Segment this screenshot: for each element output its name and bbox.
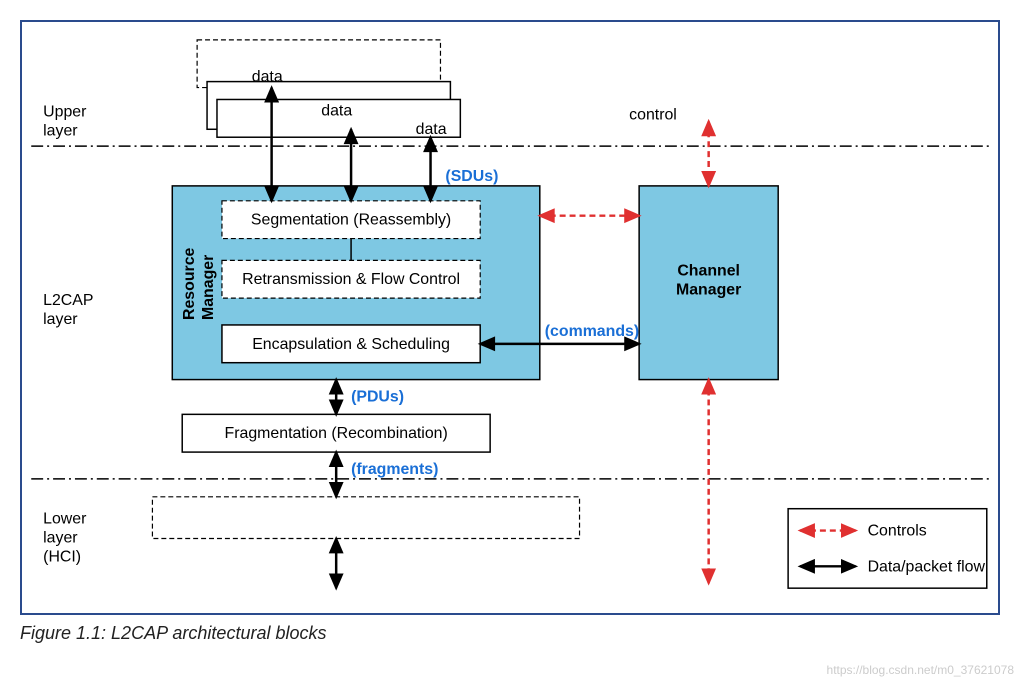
- legend-dataflow-label: Data/packet flow: [868, 558, 986, 575]
- l2cap-layer-label: L2CAPlayer: [43, 292, 93, 328]
- pdus-label: (PDUs): [351, 388, 404, 405]
- diagram-svg: Upperlayer L2CAPlayer Lowerlayer(HCI) da…: [22, 22, 998, 613]
- figure-caption: Figure 1.1: L2CAP architectural blocks: [20, 623, 1004, 644]
- data-label-3: data: [416, 121, 447, 138]
- upper-box-3: [197, 40, 440, 88]
- legend-box: [788, 509, 987, 588]
- segmentation-label: Segmentation (Reassembly): [251, 212, 451, 229]
- control-label: control: [629, 106, 677, 123]
- fragments-label: (fragments): [351, 461, 438, 478]
- legend-controls-label: Controls: [868, 523, 927, 540]
- retransmission-label: Retransmission & Flow Control: [242, 271, 460, 288]
- data-label-1: data: [252, 69, 283, 86]
- encapsulation-label: Encapsulation & Scheduling: [252, 336, 450, 353]
- figure-frame: Upperlayer L2CAPlayer Lowerlayer(HCI) da…: [20, 20, 1000, 615]
- data-label-2: data: [321, 102, 352, 119]
- fragmentation-label: Fragmentation (Recombination): [225, 425, 448, 442]
- sdus-label: (SDUs): [445, 168, 498, 185]
- watermark: https://blog.csdn.net/m0_37621078: [827, 663, 1014, 677]
- upper-layer-label: Upperlayer: [43, 103, 87, 139]
- lower-layer-label: Lowerlayer(HCI): [43, 511, 87, 566]
- commands-label: (commands): [545, 323, 639, 340]
- lower-box: [152, 497, 579, 539]
